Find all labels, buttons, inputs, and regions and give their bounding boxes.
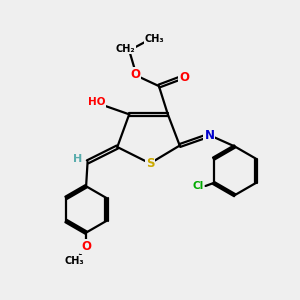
Text: H: H: [74, 154, 83, 164]
Text: O: O: [81, 240, 91, 254]
Text: O: O: [130, 68, 140, 81]
Text: N: N: [204, 129, 214, 142]
Text: CH₃: CH₃: [145, 34, 164, 44]
Text: Cl: Cl: [192, 181, 203, 191]
Text: S: S: [146, 157, 154, 170]
Text: CH₂: CH₂: [116, 44, 135, 54]
Text: CH₃: CH₃: [64, 256, 84, 266]
Text: HO: HO: [88, 98, 105, 107]
Text: O: O: [179, 71, 189, 84]
